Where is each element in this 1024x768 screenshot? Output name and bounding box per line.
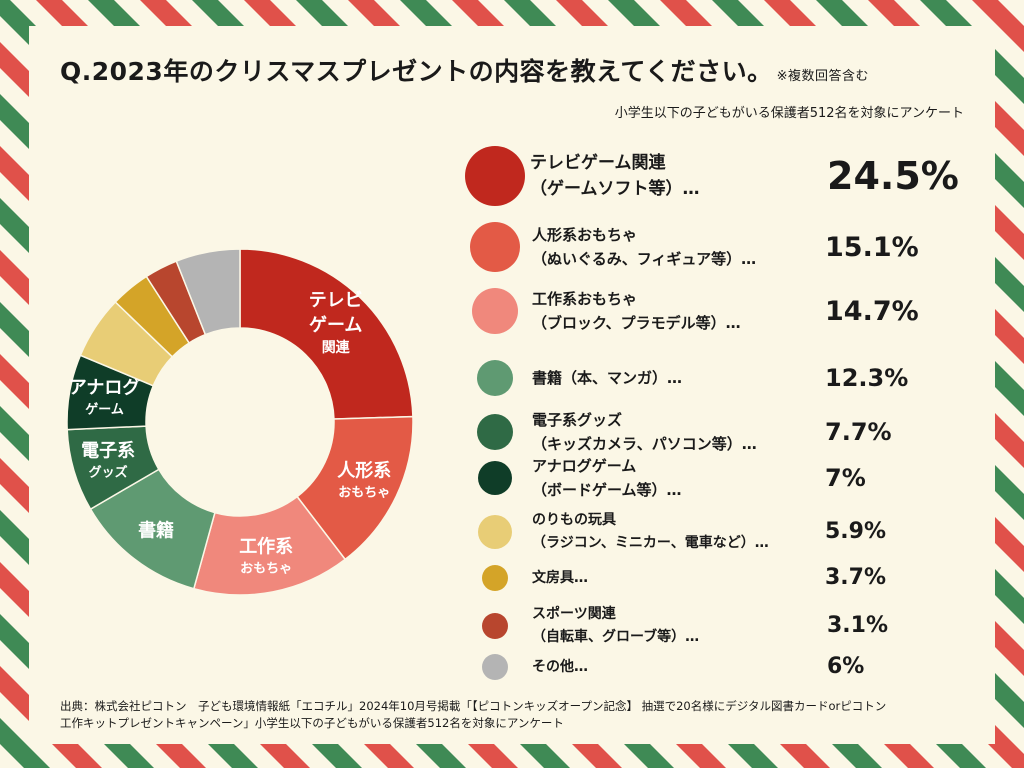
slice-label-1-line-3: 関連 (322, 339, 351, 356)
slice-label-3-line-1: 工作系 (239, 535, 293, 557)
legend-swatch-10 (482, 654, 508, 680)
legend-label-9: スポーツ関連 （自転車、グローブ等）… (532, 603, 699, 649)
legend-label-7-line-2: （ラジコン、ミニカー、電車など）… (532, 535, 769, 551)
legend-label-2-line-1: 人形系おもちゃ (532, 226, 638, 244)
title-note: ※複数回答含む (776, 69, 869, 84)
legend-swatch-7 (478, 515, 512, 549)
legend-label-5-line-1: 電子系グッズ (532, 411, 623, 429)
slice-label-2-line-1: 人形系 (337, 460, 391, 481)
legend-label-1: テレビゲーム関連 （ゲームソフト等）… (530, 150, 700, 202)
legend-value-1: 24.5% (827, 154, 959, 198)
source-line-2: 工作キットプレゼントキャンペーン」小学生以下の子どもがいる保護者512名を対象に… (60, 716, 564, 730)
legend-label-3: 工作系おもちゃ （ブロック、プラモデル等）… (532, 287, 741, 335)
frame-stripe (0, 0, 206, 768)
slice-label-3-line-2: おもちゃ (240, 561, 292, 576)
legend-swatch-2 (470, 222, 520, 272)
page-title: Q.2023年のクリスマスプレゼントの内容を教えてください。 ※複数回答含む (60, 52, 869, 88)
legend-label-4-line-1: 書籍（本、マンガ）… (532, 369, 683, 387)
survey-subtitle: 小学生以下の子どもがいる保護者512名を対象にアンケート (614, 106, 964, 121)
legend-label-10: その他… (532, 656, 588, 679)
legend-value-2: 15.1% (825, 231, 919, 263)
legend-swatch-5 (477, 414, 513, 450)
legend-label-5: 電子系グッズ （キッズカメラ、パソコン等）… (532, 408, 757, 456)
slice-label-2-line-2: おもちゃ (338, 485, 390, 500)
legend-label-2-line-2: （ぬいぐるみ、フィギュア等）… (532, 250, 757, 268)
legend-label-3-line-1: 工作系おもちゃ (532, 290, 638, 308)
slice-label-5-line-2: グッズ (89, 464, 128, 480)
legend-value-3: 14.7% (825, 295, 919, 327)
legend-label-7-line-1: のりもの玩具 (532, 512, 616, 528)
slice-label-4-line-1: 書籍 (138, 519, 174, 541)
legend-value-6: 7% (825, 464, 866, 492)
legend-label-4: 書籍（本、マンガ）… (532, 366, 682, 390)
legend-swatch-6 (478, 461, 512, 495)
frame-stripe (816, 0, 1024, 768)
legend-label-6-line-1: アナログゲーム (532, 457, 637, 475)
slice-label-6-line-2: ゲーム (85, 401, 124, 417)
slice-label-6-line-1: アナログ (69, 376, 141, 398)
slice-label-1-line-1: テレビ (309, 290, 363, 311)
legend-label-6: アナログゲーム （ボードゲーム等）… (532, 454, 682, 502)
legend-value-4: 12.3% (825, 364, 909, 392)
slice-label-5-line-1: 電子系 (81, 440, 135, 461)
pie-slice-1 (239, 248, 414, 420)
legend-label-9-line-2: （自転車、グローブ等）… (532, 629, 700, 645)
legend-swatch-8 (482, 565, 508, 591)
pie-slice-10 (175, 248, 241, 336)
legend-swatch-4 (477, 360, 513, 396)
legend-label-3-line-2: （ブロック、プラモデル等）… (532, 314, 741, 332)
legend-value-5: 7.7% (825, 418, 892, 446)
legend-label-8: 文房具… (532, 567, 588, 590)
legend-label-10-line-1: その他… (532, 658, 588, 675)
legend-label-1-line-1: テレビゲーム関連 (530, 153, 666, 173)
legend-label-2: 人形系おもちゃ （ぬいぐるみ、フィギュア等）… (532, 223, 756, 271)
legend-value-8: 3.7% (825, 565, 887, 590)
legend-value-10: 6% (827, 654, 865, 679)
legend-swatch-1 (465, 146, 525, 206)
legend-swatch-9 (482, 613, 508, 639)
content-card (29, 26, 995, 744)
source-line-1: 出典：株式会社ピコトン 子ども環境情報紙「エコチル」2024年10月号掲載「【ピ… (60, 699, 887, 713)
legend-label-5-line-2: （キッズカメラ、パソコン等）… (532, 435, 757, 453)
title-text: Q.2023年のクリスマスプレゼントの内容を教えてください。 (60, 57, 773, 86)
slice-label-1-line-2: ゲーム (309, 314, 362, 336)
legend-label-1-line-2: （ゲームソフト等）… (530, 179, 700, 199)
legend-label-7: のりもの玩具 （ラジコン、ミニカー、電車など）… (532, 509, 769, 555)
legend-value-9: 3.1% (827, 613, 889, 638)
legend-swatch-3 (472, 288, 518, 334)
source-note: 出典：株式会社ピコトン 子ども環境情報紙「エコチル」2024年10月号掲載「【ピ… (60, 698, 1000, 732)
legend-value-7: 5.9% (825, 519, 887, 544)
legend-label-8-line-1: 文房具… (532, 569, 588, 586)
legend-label-9-line-1: スポーツ関連 (532, 606, 616, 622)
legend-label-6-line-2: （ボードゲーム等）… (532, 481, 682, 499)
